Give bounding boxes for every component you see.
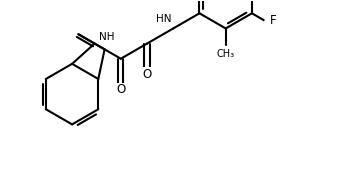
Text: NH: NH: [99, 32, 115, 42]
Text: O: O: [116, 83, 125, 96]
Text: F: F: [269, 14, 276, 27]
Text: O: O: [142, 68, 152, 81]
Text: CH₃: CH₃: [217, 49, 235, 59]
Text: HN: HN: [156, 14, 171, 24]
